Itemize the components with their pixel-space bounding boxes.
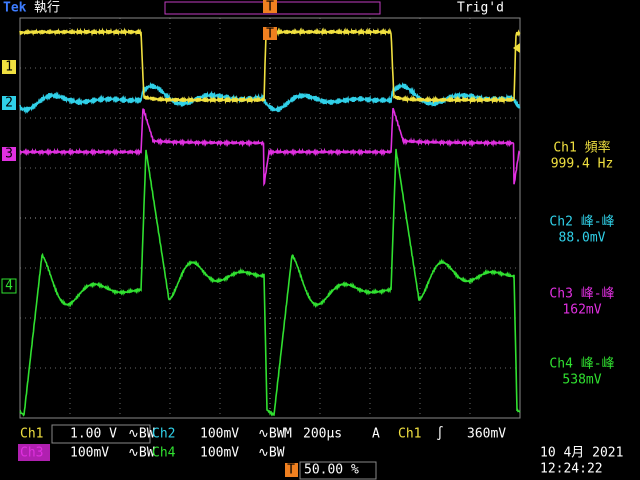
meas-value: 999.4 Hz: [551, 157, 614, 172]
meas-label: Ch3 峰-峰: [549, 287, 614, 302]
meas-value: 538mV: [562, 373, 601, 388]
trigger-mode: A: [372, 427, 380, 442]
timebase-value: 200µs: [303, 427, 342, 442]
ch3-marker: [2, 147, 16, 161]
time: 12:24:22: [540, 462, 603, 477]
meas-label: Ch2 峰-峰: [549, 215, 614, 230]
trigger-slope: ∫: [436, 426, 444, 442]
trigger-level: 360mV: [467, 427, 506, 442]
date: 10 4月 2021: [540, 446, 623, 461]
meas-label: Ch4 峰-峰: [549, 357, 614, 372]
ch4-marker: [1, 278, 17, 294]
position-box: [299, 461, 377, 480]
ch4-bw: ∿BW: [258, 446, 285, 461]
ch1-name: Ch1: [20, 427, 43, 442]
ch2-bw: ∿BW: [258, 427, 285, 442]
timebase-label: M: [284, 427, 292, 442]
position-marker-box: [285, 463, 298, 477]
meas-value: 88.0mV: [559, 231, 606, 246]
trace: [19, 148, 521, 417]
meas-value: 162mV: [562, 303, 601, 318]
ch1-bw: ∿BW: [128, 427, 155, 442]
ch1-marker: [2, 60, 16, 74]
trigger-pos-box: [263, 27, 277, 40]
trigger-level-arrow: [513, 43, 520, 53]
meas-label: Ch1 頻率: [553, 140, 610, 156]
ch1-marker-label: 1: [5, 60, 13, 75]
position-marker: T: [287, 463, 295, 478]
ch2-marker: [2, 96, 16, 110]
trigger-source: Ch1: [398, 427, 421, 442]
ch3-name: Ch3: [20, 446, 43, 461]
ch4-marker-label: 4: [5, 279, 13, 294]
trigger-marker: T: [266, 0, 274, 15]
ch2-scale: 100mV: [200, 427, 239, 442]
ch1-box: [51, 424, 151, 444]
run-state: 執行: [34, 0, 60, 16]
trigger-state: Trig'd: [457, 1, 504, 16]
ch4-scale: 100mV: [200, 446, 239, 461]
ch2-marker-label: 2: [5, 96, 13, 111]
brand: Tek: [3, 1, 27, 16]
ch3-name-bg: [18, 444, 50, 461]
position-value: 50.00 %: [304, 463, 359, 478]
trace: [19, 107, 521, 187]
ch3-bw: ∿BW: [128, 446, 155, 461]
trigger-pos-box: [263, 0, 277, 13]
trace: [19, 81, 521, 115]
ch1-scale: 1.00 V: [70, 427, 117, 442]
ch3-scale: 100mV: [70, 446, 109, 461]
graticule: [20, 18, 520, 418]
ch2-name: Ch2: [152, 427, 175, 442]
graticule-border: [19, 17, 521, 419]
trigger-marker: T: [266, 27, 274, 42]
ch3-marker-label: 3: [5, 147, 13, 162]
ch4-name: Ch4: [152, 446, 176, 461]
